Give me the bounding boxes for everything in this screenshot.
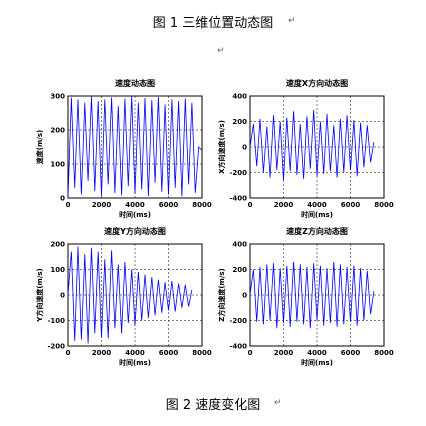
x-tick-label: 8000 xyxy=(374,349,394,357)
x-tick-label: 2000 xyxy=(274,201,294,209)
y-tick-label: -200 xyxy=(47,343,65,351)
x-tick-label: 6000 xyxy=(341,349,361,357)
y-tick-label: 100 xyxy=(50,161,65,169)
y-tick-label: 100 xyxy=(50,266,65,274)
y-tick-label: 0 xyxy=(242,144,247,152)
x-tick-label: 6000 xyxy=(341,201,361,209)
paragraph-mark: ↵ xyxy=(217,46,225,56)
x-tick-label: 4000 xyxy=(125,201,145,209)
x-axis-label: 时间(ms) xyxy=(119,210,151,219)
y-axis-label: X方向速度(m/s) xyxy=(217,120,226,174)
chart-title: 速度X方向动态图 xyxy=(286,78,348,88)
data-line xyxy=(249,109,375,181)
x-tick-label: 8000 xyxy=(192,201,212,209)
y-tick-label: 200 xyxy=(232,118,247,126)
y-axis-label: Z方向速度(m/s) xyxy=(217,268,226,322)
x-tick-label: 6000 xyxy=(159,349,179,357)
x-tick-label: 0 xyxy=(66,349,71,357)
chart-speed: 速度动态图 0 2000 4000 6000 8000 0 100 200 300 时间(ms) 速度… xyxy=(28,74,238,224)
data-line xyxy=(67,246,193,344)
y-tick-label: 400 xyxy=(232,241,247,249)
chart-x-speed: 速度X方向动态图 0 2000 4000 6000 8000 -400 -200 0 200 400… xyxy=(210,74,420,224)
y-tick-label: -400 xyxy=(229,195,247,203)
y-tick-label: -100 xyxy=(47,317,65,325)
x-axis-label: 时间(ms) xyxy=(301,210,333,219)
x-tick-label: 6000 xyxy=(159,201,179,209)
y-tick-label: -200 xyxy=(229,169,247,177)
y-tick-label: 200 xyxy=(50,241,65,249)
y-tick-label: 0 xyxy=(60,195,65,203)
x-tick-label: 4000 xyxy=(307,349,327,357)
figure2-caption: 图 2 速度变化图 xyxy=(165,398,261,413)
x-tick-label: 2000 xyxy=(92,201,112,209)
x-tick-label: 0 xyxy=(248,201,253,209)
y-tick-label: -400 xyxy=(229,343,247,351)
x-tick-label: 4000 xyxy=(125,349,145,357)
x-tick-label: 2000 xyxy=(274,349,294,357)
y-tick-label: 0 xyxy=(242,292,247,300)
data-line xyxy=(249,261,375,329)
x-tick-label: 8000 xyxy=(374,201,394,209)
paragraph-mark: ↵ xyxy=(288,16,296,26)
paragraph-mark: ↵ xyxy=(274,398,282,408)
x-tick-label: 8000 xyxy=(192,349,212,357)
x-axis-label: 时间(ms) xyxy=(301,358,333,367)
figure1-caption: 图 1 三维位置动态图 xyxy=(152,16,274,31)
y-tick-label: 0 xyxy=(60,292,65,300)
data-line xyxy=(67,96,203,199)
x-axis-label: 时间(ms) xyxy=(119,358,151,367)
chart-y-speed: 速度Y方向动态图 0 2000 4000 6000 8000 -200 -100 0 100 200… xyxy=(28,222,238,372)
y-tick-label: 200 xyxy=(232,266,247,274)
x-tick-label: 0 xyxy=(66,201,71,209)
x-tick-label: 0 xyxy=(248,349,253,357)
y-axis-label: Y方向速度(m/s) xyxy=(35,268,44,322)
y-tick-label: 200 xyxy=(50,127,65,135)
x-tick-label: 2000 xyxy=(92,349,112,357)
chart-title: 速度Y方向动态图 xyxy=(104,226,166,236)
y-axis-label: 速度(m/s) xyxy=(35,130,44,164)
chart-title: 速度Z方向动态图 xyxy=(286,226,348,236)
chart-z-speed: 速度Z方向动态图 0 2000 4000 6000 8000 -400 -200 0 200 400… xyxy=(210,222,420,372)
chart-title: 速度动态图 xyxy=(115,78,155,88)
y-tick-label: 400 xyxy=(232,93,247,101)
y-tick-label: 300 xyxy=(50,93,65,101)
x-tick-label: 4000 xyxy=(307,201,327,209)
y-tick-label: -200 xyxy=(229,317,247,325)
